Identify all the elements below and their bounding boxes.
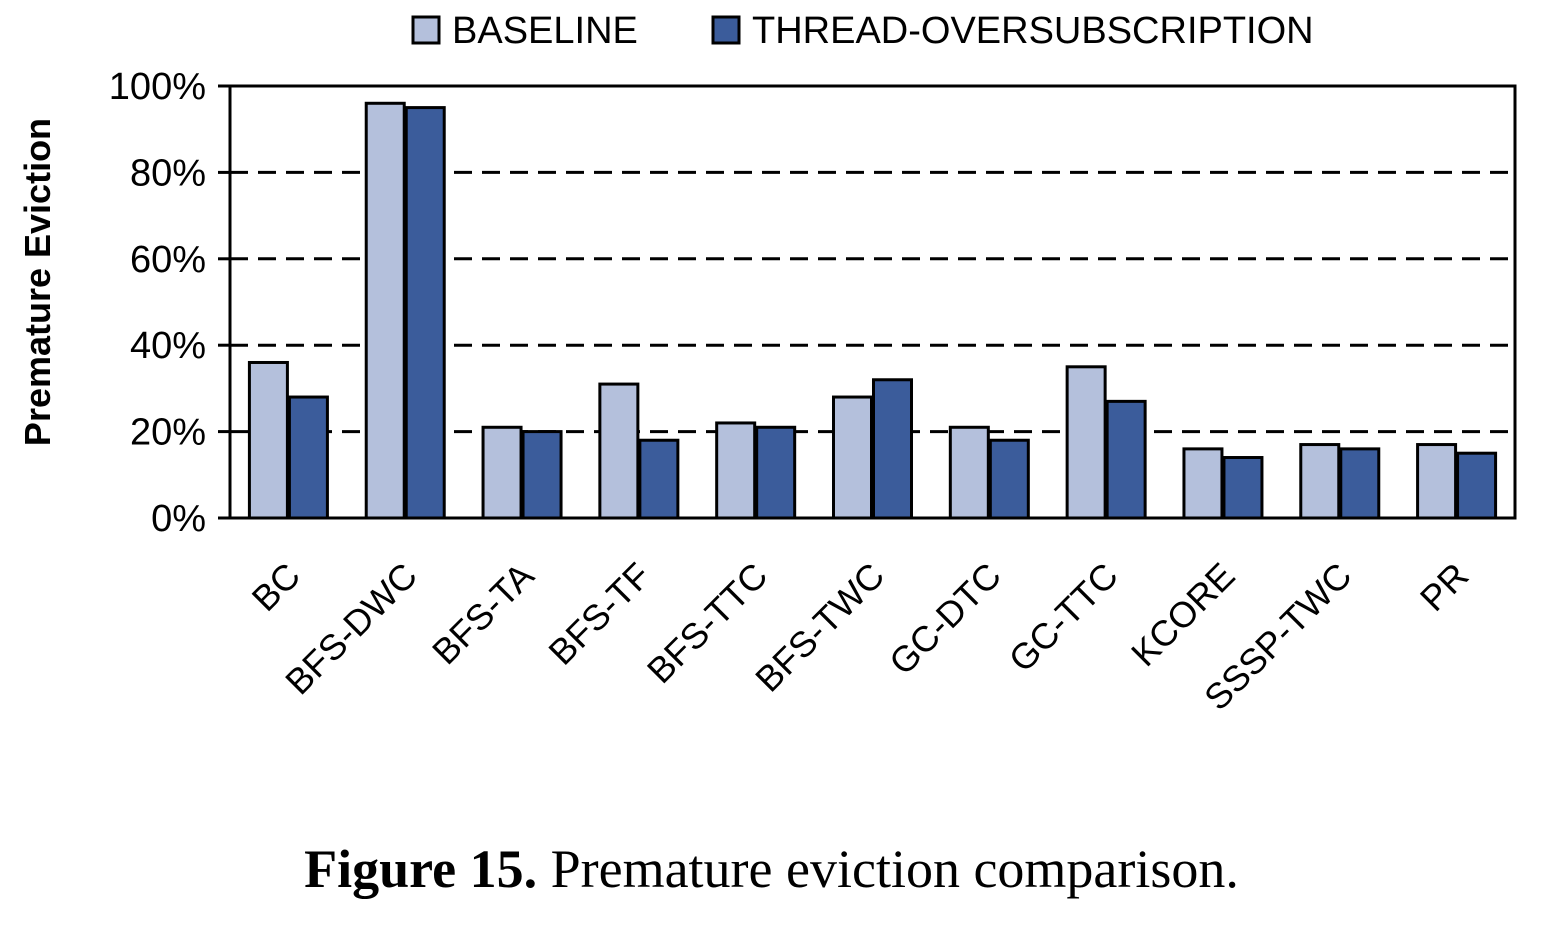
bar-thread-oversubscription [872, 378, 913, 520]
y-tick-label: 40% [130, 325, 206, 367]
bar-baseline [481, 425, 523, 520]
legend-label: BASELINE [452, 10, 638, 52]
y-tick-label: 0% [151, 498, 206, 540]
bar-baseline [832, 395, 873, 520]
bar-baseline [364, 101, 406, 520]
legend: BASELINE THREAD-OVERSUBSCRIPTION [411, 10, 1314, 52]
figure-caption: Figure 15. Premature eviction comparison… [0, 838, 1543, 900]
legend-label: THREAD-OVERSUBSCRIPTION [752, 10, 1314, 52]
bar-baseline [1182, 447, 1224, 520]
bar-baseline [948, 425, 990, 520]
bar-baseline [598, 382, 640, 520]
x-category-label: BFS-TA [424, 555, 542, 673]
bars [247, 101, 1498, 520]
bar-thread-oversubscription [521, 430, 563, 520]
bar-baseline [1065, 365, 1107, 520]
x-category-label: BFS-TF [540, 555, 658, 673]
bar-thread-oversubscription [1339, 447, 1381, 520]
caption-figure-number: Figure 15. [304, 839, 538, 899]
y-tick-label: 20% [130, 412, 206, 454]
y-axis-label: Premature Eviction [17, 118, 58, 446]
bar-baseline [1416, 443, 1458, 520]
bar-thread-oversubscription [755, 425, 797, 520]
bar-thread-oversubscription [1105, 399, 1147, 520]
y-tick-label: 100% [109, 66, 206, 108]
plot-frame [228, 84, 1517, 520]
bar-thread-oversubscription [404, 106, 446, 520]
x-category-label: KCORE [1123, 555, 1243, 675]
grid-lines [230, 170, 1515, 434]
x-category-label: GC-TTC [1001, 555, 1126, 680]
y-tick-label: 80% [130, 152, 206, 194]
x-category-label: PR [1412, 555, 1476, 619]
bar-thread-oversubscription [1456, 451, 1498, 520]
x-category-label: BFS-TWC [747, 555, 892, 700]
y-axis-ticks: 0% 20% 40% 60% 80% 100% [109, 66, 230, 540]
bar-thread-oversubscription [1222, 456, 1264, 520]
bar-thread-oversubscription [988, 438, 1030, 520]
x-category-label: GC-DTC [881, 555, 1009, 683]
bar-thread-oversubscription [638, 438, 680, 520]
bar-baseline [247, 360, 289, 520]
bar-baseline [1299, 443, 1341, 520]
y-tick-label: 60% [130, 239, 206, 281]
legend-swatch [711, 15, 741, 45]
legend-swatch [411, 15, 441, 45]
caption-text: Premature eviction comparison. [550, 839, 1239, 899]
bar-baseline [715, 421, 757, 520]
x-category-label: BC [244, 555, 308, 619]
bar-thread-oversubscription [287, 395, 329, 520]
